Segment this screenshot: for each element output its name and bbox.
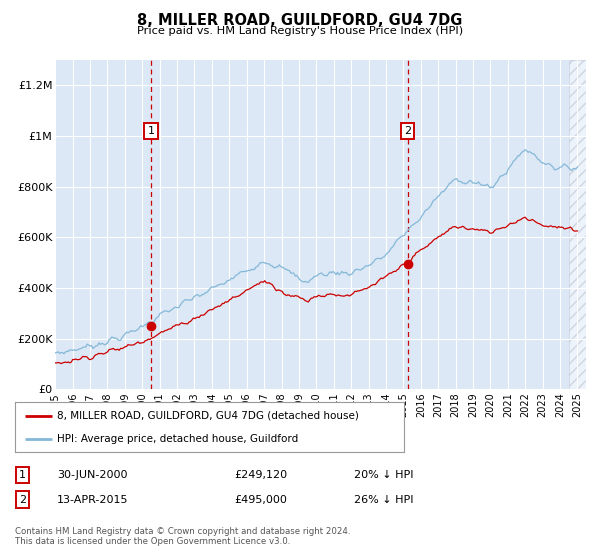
Text: 8, MILLER ROAD, GUILDFORD, GU4 7DG (detached house): 8, MILLER ROAD, GUILDFORD, GU4 7DG (deta…	[57, 410, 359, 421]
Text: 1: 1	[19, 470, 26, 480]
Text: £249,120: £249,120	[234, 470, 287, 480]
Text: HPI: Average price, detached house, Guildford: HPI: Average price, detached house, Guil…	[57, 434, 298, 444]
Text: 13-APR-2015: 13-APR-2015	[57, 494, 128, 505]
Text: £495,000: £495,000	[234, 494, 287, 505]
Text: 26% ↓ HPI: 26% ↓ HPI	[354, 494, 413, 505]
Text: 1: 1	[148, 126, 154, 136]
Text: 2: 2	[404, 126, 412, 136]
Text: 2: 2	[19, 494, 26, 505]
Text: 20% ↓ HPI: 20% ↓ HPI	[354, 470, 413, 480]
Text: 30-JUN-2000: 30-JUN-2000	[57, 470, 128, 480]
Text: Price paid vs. HM Land Registry's House Price Index (HPI): Price paid vs. HM Land Registry's House …	[137, 26, 463, 36]
Text: 8, MILLER ROAD, GUILDFORD, GU4 7DG: 8, MILLER ROAD, GUILDFORD, GU4 7DG	[137, 13, 463, 27]
Text: Contains HM Land Registry data © Crown copyright and database right 2024.
This d: Contains HM Land Registry data © Crown c…	[15, 527, 350, 546]
